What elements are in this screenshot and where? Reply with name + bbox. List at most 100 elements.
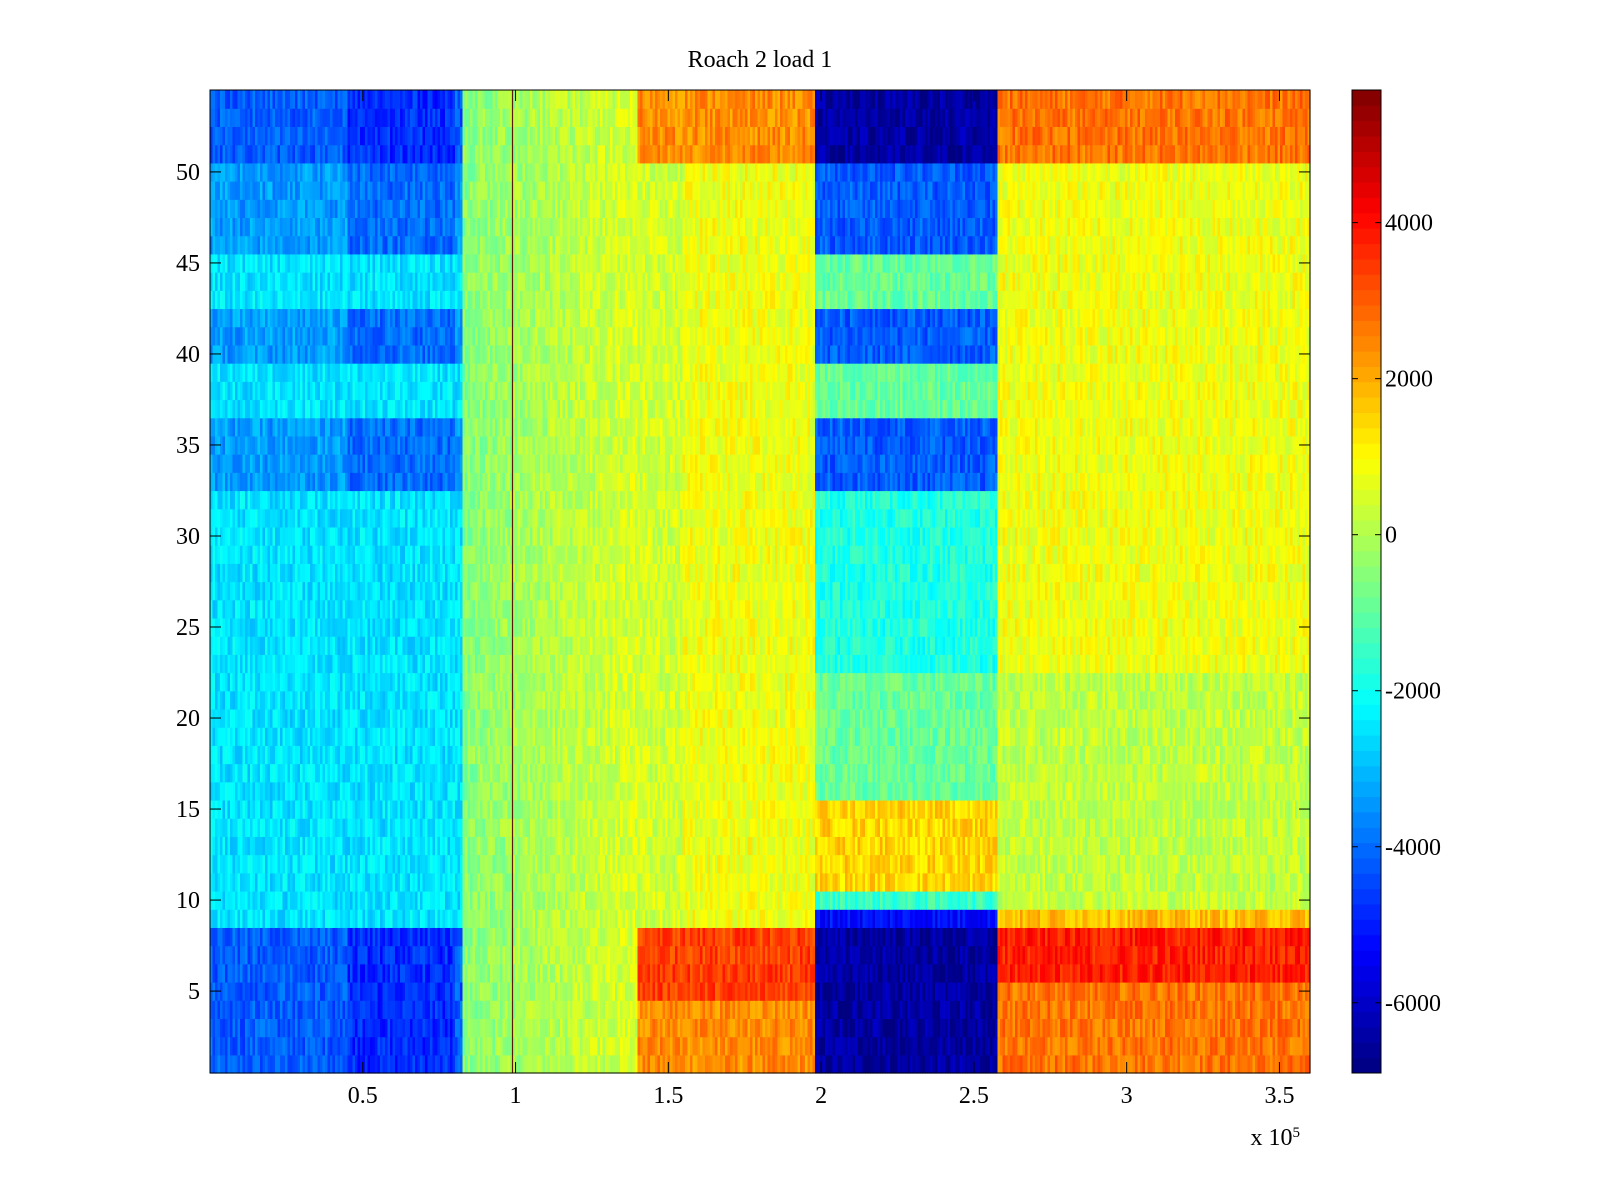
heatmap-cell (1287, 981, 1291, 1001)
heatmap-cell (522, 1054, 526, 1074)
heatmap-cell (1132, 1054, 1136, 1074)
heatmap-cell (215, 1054, 219, 1074)
heatmap-cell (372, 981, 376, 1001)
heatmap-cell (1025, 1018, 1029, 1038)
heatmap-cell (555, 909, 559, 928)
heatmap-cell (282, 1036, 286, 1056)
heatmap-cell (742, 1018, 746, 1038)
heatmap-cell (1222, 945, 1226, 965)
heatmap-cell (375, 1054, 379, 1074)
heatmap-cell (555, 1000, 559, 1019)
heatmap-cell (1290, 1054, 1294, 1074)
heatmap-cell (385, 1054, 389, 1074)
heatmap-cell (855, 927, 859, 947)
heatmap-cell (1222, 1018, 1226, 1038)
heatmap-cell (285, 927, 289, 947)
heatmap-cell (450, 963, 454, 983)
heatmap-cell (940, 1054, 944, 1074)
heatmap-cell (407, 1000, 411, 1019)
heatmap-cell (345, 1000, 349, 1019)
heatmap-cell (642, 909, 646, 928)
heatmap-cell (327, 1018, 331, 1038)
heatmap-cell (590, 963, 594, 983)
heatmap-cell (342, 963, 346, 983)
heatmap-cell (865, 909, 869, 928)
heatmap-cell (1095, 981, 1099, 1001)
heatmap-cell (897, 1000, 901, 1019)
heatmap-cell (552, 927, 556, 947)
heatmap-cell (922, 1036, 926, 1056)
heatmap-cell (882, 909, 886, 928)
heatmap-cell (660, 963, 664, 983)
heatmap-cell (1055, 945, 1059, 965)
heatmap-cell (587, 1000, 591, 1019)
heatmap-cell (600, 945, 604, 965)
heatmap-cell (1065, 1054, 1069, 1074)
heatmap-cell (857, 981, 861, 1001)
heatmap-cell (1040, 927, 1044, 947)
heatmap-cell (575, 1018, 579, 1038)
heatmap-cell (1182, 963, 1186, 983)
heatmap-cell (1257, 945, 1261, 965)
heatmap-cell (357, 981, 361, 1001)
heatmap-cell (475, 927, 479, 947)
heatmap-cell (1260, 1000, 1264, 1019)
heatmap-cell (935, 1036, 939, 1056)
heatmap-cell (820, 1036, 824, 1056)
heatmap-cell (990, 945, 994, 965)
heatmap-cell (477, 963, 481, 983)
heatmap-cell (1075, 963, 1079, 983)
heatmap-cell (1012, 963, 1016, 983)
heatmap-cell (517, 1036, 521, 1056)
heatmap-cell (402, 1000, 406, 1019)
heatmap-cell (1132, 981, 1136, 1001)
heatmap-cell (307, 1000, 311, 1019)
heatmap-cell (457, 981, 461, 1001)
heatmap-cell (532, 1036, 536, 1056)
heatmap-cell (1160, 1054, 1164, 1074)
heatmap-cell (875, 1054, 879, 1074)
heatmap-cell (1232, 945, 1236, 965)
heatmap-cell (975, 1054, 979, 1074)
heatmap-cell (852, 1054, 856, 1074)
heatmap-cell (1105, 1018, 1109, 1038)
heatmap-cell (732, 945, 736, 965)
heatmap-cell (980, 1000, 984, 1019)
heatmap-cell (642, 1018, 646, 1038)
heatmap-cell (800, 963, 804, 983)
heatmap-cell (780, 927, 784, 947)
heatmap-cell (272, 909, 276, 928)
heatmap-cell (1205, 963, 1209, 983)
heatmap-cell (387, 927, 391, 947)
heatmap-cell (1262, 963, 1266, 983)
heatmap-cell (775, 945, 779, 965)
heatmap-cell (567, 963, 571, 983)
heatmap-cell (450, 1000, 454, 1019)
heatmap-cell (1092, 963, 1096, 983)
heatmap-cell (742, 963, 746, 983)
heatmap-cell (947, 1000, 951, 1019)
heatmap-cell (765, 963, 769, 983)
heatmap-cell (275, 1018, 279, 1038)
heatmap-cell (1012, 1000, 1016, 1019)
heatmap-cell (1250, 963, 1254, 983)
heatmap-cell (1067, 1036, 1071, 1056)
heatmap-cell (1182, 1054, 1186, 1074)
heatmap-cell (482, 1018, 486, 1038)
heatmap-cell (675, 945, 679, 965)
heatmap-cell (810, 909, 814, 928)
heatmap-cell (1182, 1000, 1186, 1019)
heatmap-cell (1165, 1054, 1169, 1074)
heatmap-cell (735, 963, 739, 983)
heatmap-cell (1112, 1018, 1116, 1038)
heatmap-cell (1080, 1018, 1084, 1038)
heatmap-cell (1220, 1000, 1224, 1019)
heatmap-cell (695, 1036, 699, 1056)
heatmap-cell (462, 981, 466, 1001)
heatmap-cell (847, 981, 851, 1001)
heatmap-cell (262, 1054, 266, 1074)
heatmap-cell (1067, 1054, 1071, 1074)
heatmap-cell (215, 927, 219, 947)
heatmap-cell (225, 1036, 229, 1056)
heatmap-cell (710, 1054, 714, 1074)
